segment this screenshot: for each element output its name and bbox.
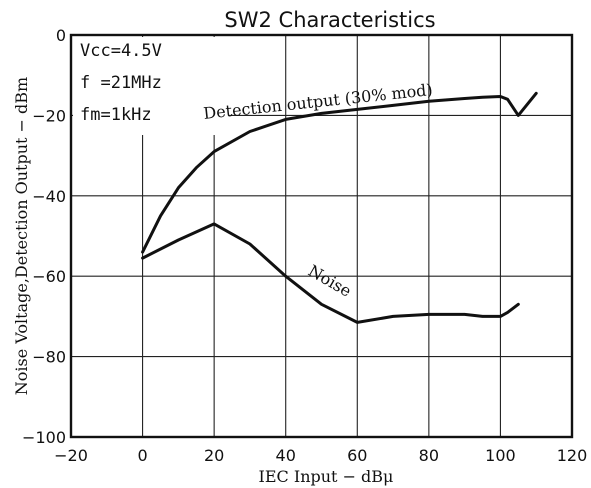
y-tick-label: −80 bbox=[32, 348, 66, 367]
y-axis-label: Noise Voltage,Detection Output − dBm bbox=[12, 77, 31, 395]
conditions-box: Vcc=4.5V f =21MHz fm=1kHz bbox=[73, 37, 229, 135]
x-tick-label: 40 bbox=[276, 446, 296, 465]
noise-label: Noise bbox=[305, 261, 355, 301]
x-axis-label: IEC Input − dBμ bbox=[259, 467, 394, 486]
x-tick-label: 100 bbox=[485, 446, 516, 465]
detection-output-label: Detection output (30% mod) bbox=[202, 80, 433, 123]
y-tick-label: −100 bbox=[22, 428, 66, 447]
noise-line bbox=[141, 222, 520, 324]
series-group bbox=[141, 91, 538, 324]
y-tick-label: 0 bbox=[56, 26, 66, 45]
x-tick-labels: −20 0 20 40 60 80 100 120 bbox=[54, 446, 587, 465]
detection-output-line bbox=[141, 91, 538, 254]
chart-title: SW2 Characteristics bbox=[224, 8, 435, 32]
y-tick-labels: 0 −20 −40 −60 −80 −100 bbox=[22, 26, 66, 447]
plot-frame bbox=[69, 33, 574, 439]
x-tick-label: 0 bbox=[137, 446, 147, 465]
x-tick-label: −20 bbox=[54, 446, 88, 465]
y-tick-label: −40 bbox=[32, 187, 66, 206]
x-tick-label: 20 bbox=[204, 446, 224, 465]
condition-vcc: Vcc=4.5V bbox=[80, 41, 162, 61]
x-tick-label: 80 bbox=[419, 446, 439, 465]
y-tick-label: −60 bbox=[32, 267, 66, 286]
x-tick-label: 60 bbox=[347, 446, 367, 465]
condition-f: f =21MHz bbox=[80, 73, 162, 93]
y-tick-label: −20 bbox=[32, 106, 66, 125]
x-tick-label: 120 bbox=[557, 446, 588, 465]
condition-fm: fm=1kHz bbox=[80, 105, 152, 125]
